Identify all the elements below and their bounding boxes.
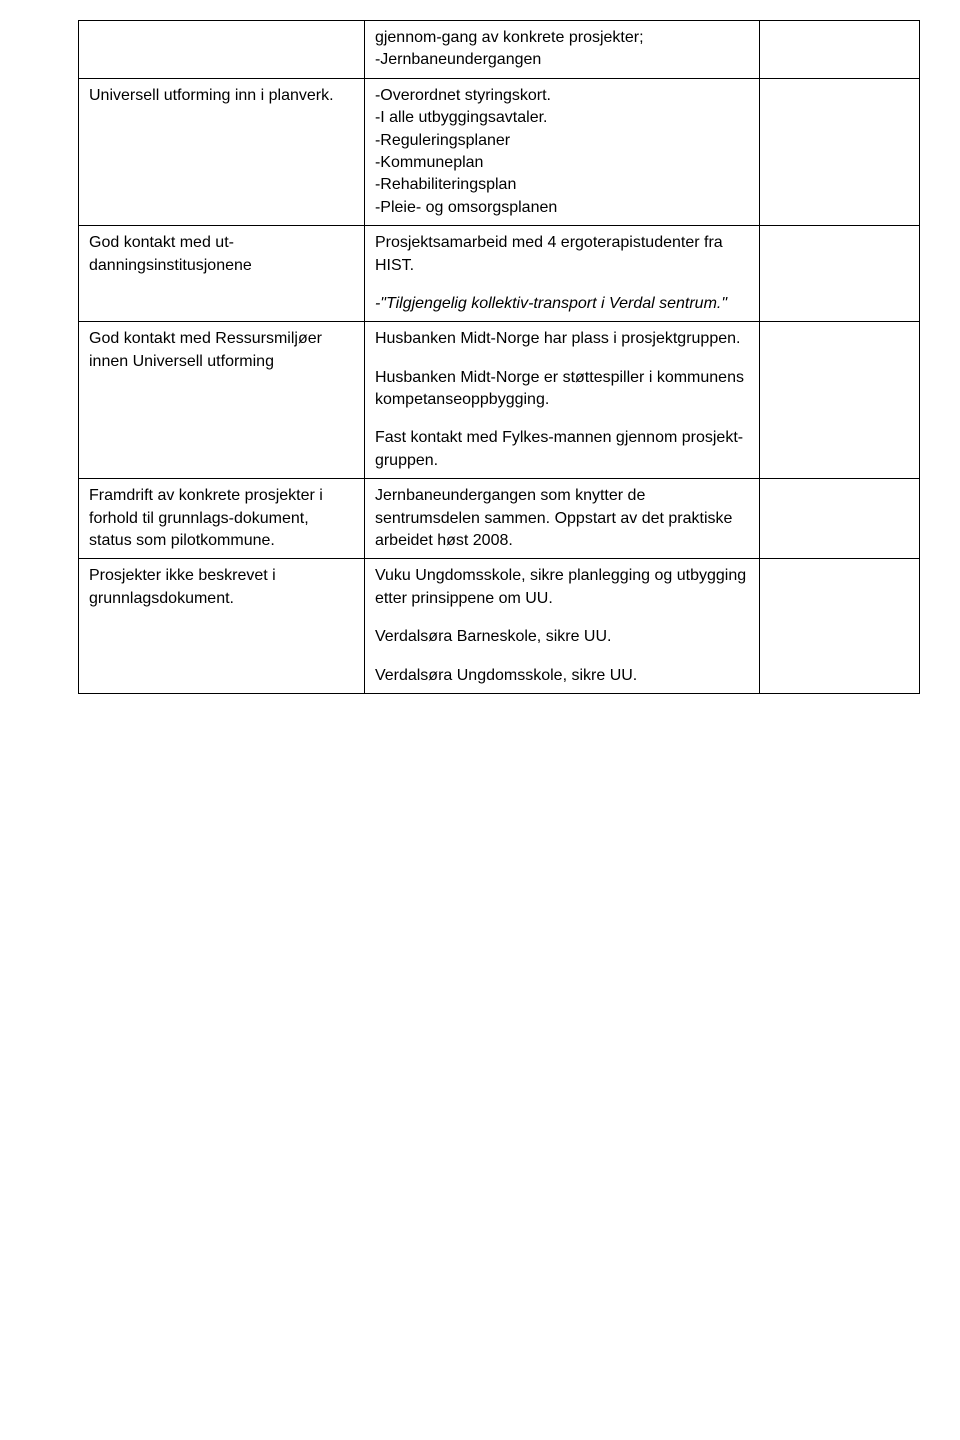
cell-empty <box>760 559 920 694</box>
paragraph: Fast kontakt med Fylkes-mannen gjennom p… <box>375 427 749 472</box>
cell-description: gjennom-gang av konkrete prosjekter;-Jer… <box>364 21 759 79</box>
table-row: God kontakt med Ressursmiljøer innen Uni… <box>79 322 920 479</box>
cell-topic: Prosjekter ikke beskrevet i grunnlagsdok… <box>79 559 365 694</box>
cell-description: Jernbaneundergangen som knytter de sentr… <box>364 479 759 559</box>
table-row: God kontakt med ut-danningsinstitusjonen… <box>79 226 920 322</box>
cell-topic: Universell utforming inn i planverk. <box>79 78 365 225</box>
paragraph: -Overordnet styringskort.-I alle utbyggi… <box>375 85 749 219</box>
cell-empty <box>760 78 920 225</box>
cell-description: -Overordnet styringskort.-I alle utbyggi… <box>364 78 759 225</box>
paragraph: Vuku Ungdomsskole, sikre planlegging og … <box>375 565 749 610</box>
cell-topic: God kontakt med ut-danningsinstitusjonen… <box>79 226 365 322</box>
table-row: gjennom-gang av konkrete prosjekter;-Jer… <box>79 21 920 79</box>
cell-topic <box>79 21 365 79</box>
paragraph: Verdalsøra Barneskole, sikre UU. <box>375 626 749 648</box>
cell-description: Prosjektsamarbeid med 4 ergoterapistuden… <box>364 226 759 322</box>
cell-topic: Framdrift av konkrete prosjekter i forho… <box>79 479 365 559</box>
cell-description: Husbanken Midt-Norge har plass i prosjek… <box>364 322 759 479</box>
content-table: gjennom-gang av konkrete prosjekter;-Jer… <box>78 20 920 694</box>
paragraph: gjennom-gang av konkrete prosjekter;-Jer… <box>375 27 749 72</box>
paragraph: Prosjektsamarbeid med 4 ergoterapistuden… <box>375 232 749 277</box>
paragraph: -"Tilgjengelig kollektiv-transport i Ver… <box>375 293 749 315</box>
paragraph: Verdalsøra Ungdomsskole, sikre UU. <box>375 665 749 687</box>
cell-empty <box>760 21 920 79</box>
cell-topic: God kontakt med Ressursmiljøer innen Uni… <box>79 322 365 479</box>
cell-empty <box>760 479 920 559</box>
cell-empty <box>760 322 920 479</box>
cell-empty <box>760 226 920 322</box>
document-page: gjennom-gang av konkrete prosjekter;-Jer… <box>0 0 960 734</box>
paragraph: Husbanken Midt-Norge har plass i prosjek… <box>375 328 749 350</box>
cell-description: Vuku Ungdomsskole, sikre planlegging og … <box>364 559 759 694</box>
paragraph: Husbanken Midt-Norge er støttespiller i … <box>375 367 749 412</box>
table-row: Framdrift av konkrete prosjekter i forho… <box>79 479 920 559</box>
paragraph: Jernbaneundergangen som knytter de sentr… <box>375 485 749 552</box>
table-row: Prosjekter ikke beskrevet i grunnlagsdok… <box>79 559 920 694</box>
table-row: Universell utforming inn i planverk.-Ove… <box>79 78 920 225</box>
